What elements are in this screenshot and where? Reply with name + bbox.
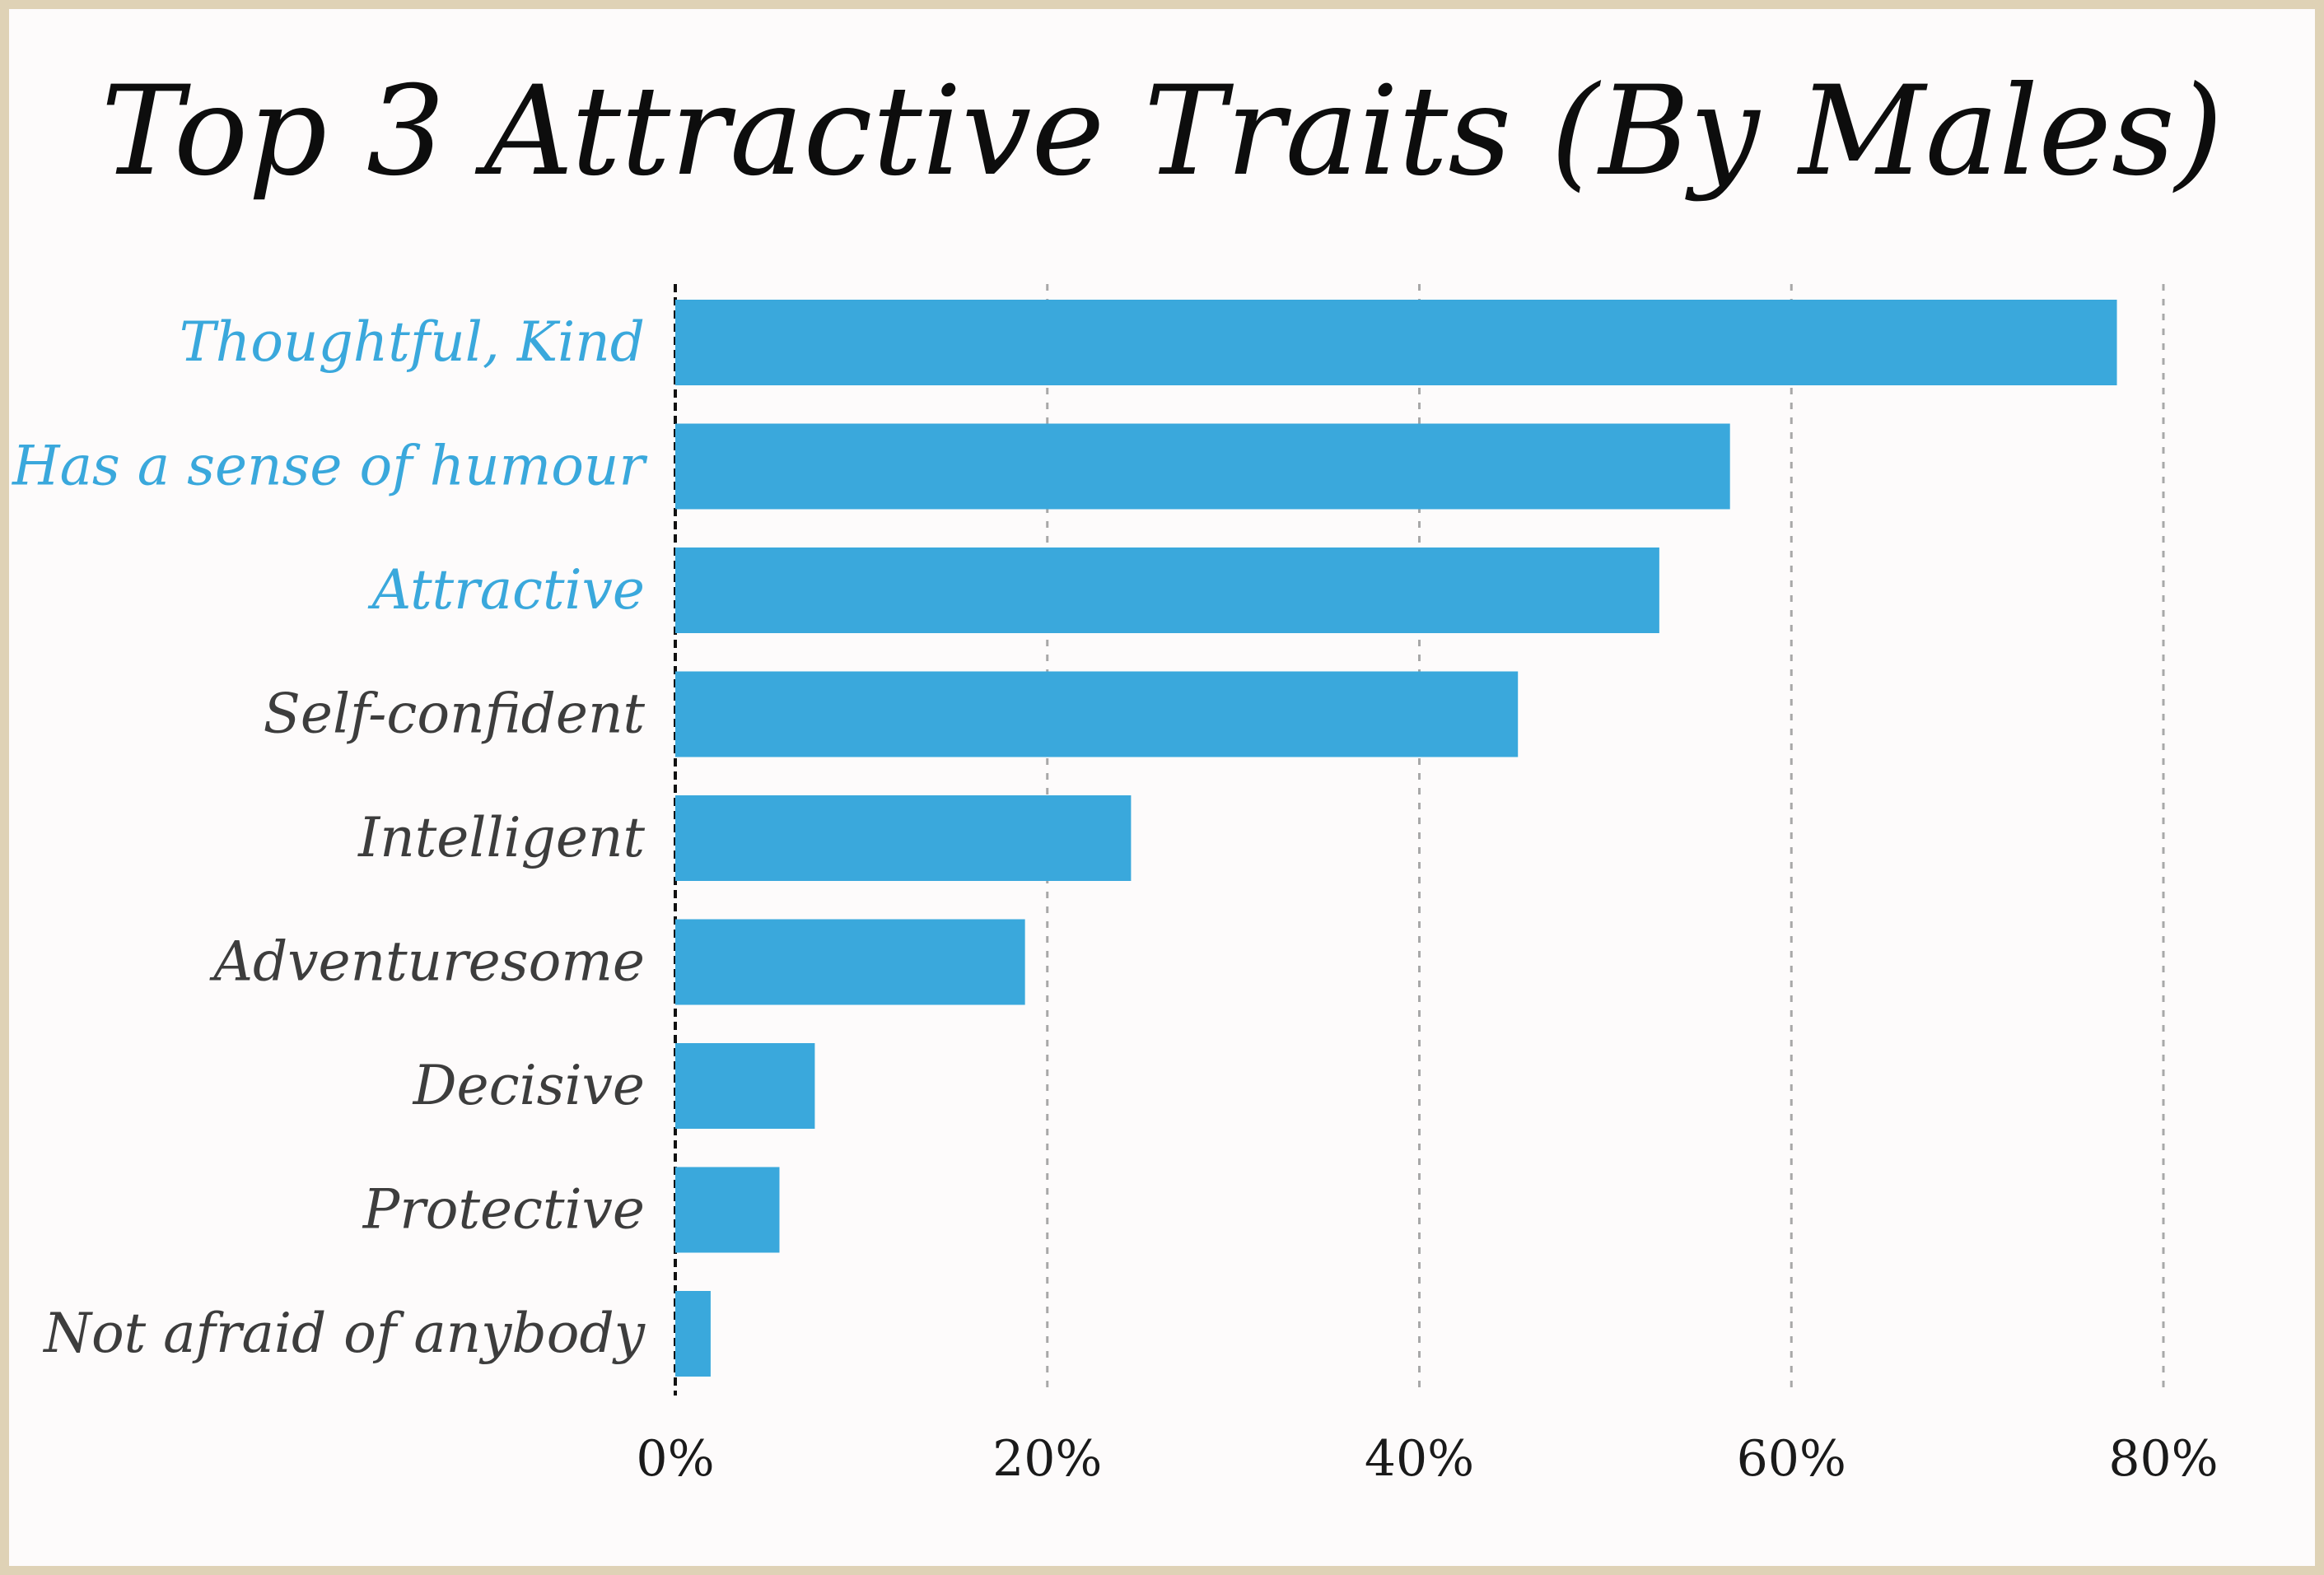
x-tick-label-1: 20%: [992, 1430, 1102, 1488]
category-label-6: Decisive: [413, 1054, 645, 1117]
bar-6: [675, 1043, 815, 1129]
category-label-7: Protective: [362, 1178, 645, 1242]
bar-7: [675, 1167, 780, 1253]
x-tick-label-2: 40%: [1365, 1430, 1474, 1488]
bar-4: [675, 795, 1132, 881]
category-label-0: Thoughtful, Kind: [180, 310, 645, 374]
bar-1: [675, 423, 1730, 510]
bar-8: [675, 1291, 711, 1377]
category-label-3: Self-confident: [264, 683, 646, 746]
category-label-8: Not afraid of anybody: [42, 1302, 646, 1365]
bar-5: [675, 919, 1025, 1005]
category-label-5: Adventuresome: [208, 930, 645, 994]
category-label-4: Intelligent: [357, 806, 645, 869]
x-tick-label-3: 60%: [1737, 1430, 1846, 1488]
x-tick-label-4: 80%: [2108, 1430, 2218, 1488]
bars: [675, 300, 2117, 1377]
category-label-1: Has a sense of humour: [12, 435, 647, 498]
bar-2: [675, 548, 1659, 633]
bar-0: [675, 300, 2117, 385]
chart-title: Top 3 Attractive Traits (By Males): [100, 60, 2224, 203]
x-tick-label-0: 0%: [636, 1430, 714, 1488]
category-labels: Thoughtful, Kind Has a sense of humour Att…: [12, 310, 647, 1365]
bar-3: [675, 671, 1519, 757]
category-label-2: Attractive: [367, 558, 645, 622]
x-tick-labels: 0% 20% 40% 60% 80%: [636, 1430, 2218, 1488]
